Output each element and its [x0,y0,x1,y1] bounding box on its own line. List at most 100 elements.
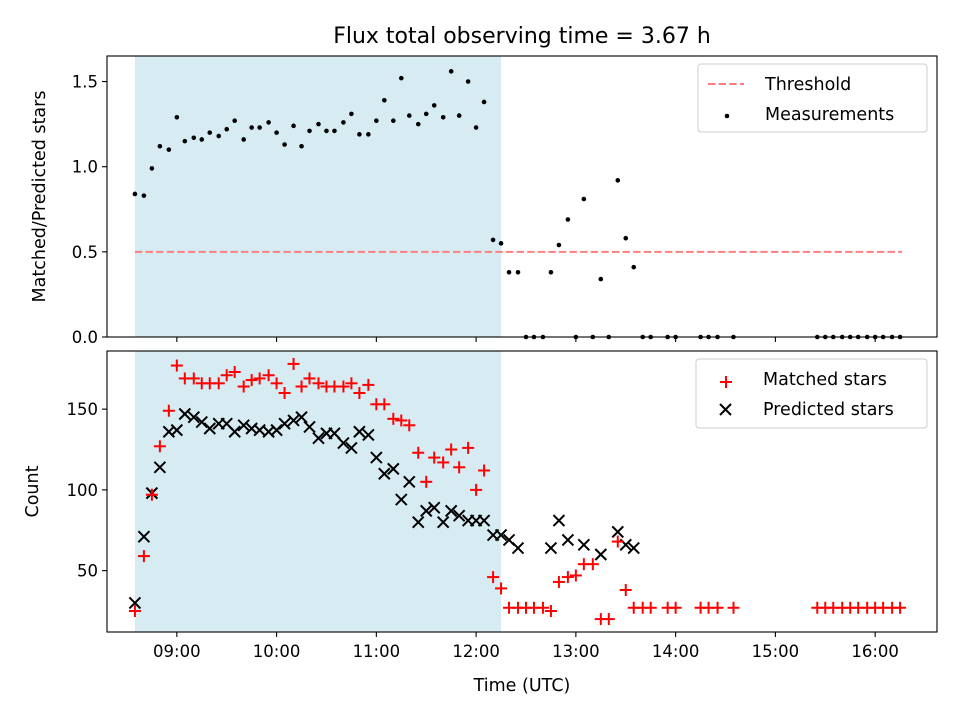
measurement-point [241,137,246,142]
predicted-star-point [287,414,300,427]
matched-star-point [462,441,475,454]
predicted-star-point [137,530,151,543]
measurement-point [141,193,147,198]
matched-star-point [552,575,565,588]
measurement-point [166,147,172,152]
matched-star-point [569,569,582,582]
bottom-y-ticks: 50 100 150 [67,400,107,581]
matched-star-point [544,605,557,618]
x-tick-label: 12:00 [452,642,500,661]
matched-star-point [228,365,241,378]
top-y-ticks: 0.0 0.5 1.0 1.5 [72,73,107,347]
matched-star-point [187,372,200,385]
predicted-star-point [452,509,466,522]
matched-star-point [644,601,657,614]
measurements-points [132,69,903,340]
matched-star-point [345,377,358,390]
x-tick-label: 14:00 [652,642,700,661]
measurement-point [415,121,421,127]
bottom-y-axis-label: Count [23,465,43,517]
measurement-point [216,133,222,139]
predicted-star-point [594,548,608,561]
legend-predicted-label: Predicted stars [763,400,894,420]
predicted-star-point [353,425,366,438]
measurement-point [199,137,205,142]
measurement-point [232,118,237,124]
measurement-point [291,123,296,129]
measurement-point [266,120,271,125]
predicted-star-point [237,419,250,432]
y-tick-label: 100 [67,481,99,500]
measurement-point [506,269,512,275]
measurement-point [406,113,412,118]
matched-stars-points [128,357,907,626]
x-tick-label: 10:00 [253,642,301,661]
predicted-star-point [328,427,341,440]
measurement-point [174,115,180,120]
predicted-star-point [345,441,358,455]
measurement-point [490,237,496,243]
measurement-point [157,143,163,149]
matched-star-point [711,601,724,614]
measurement-point [423,111,429,117]
predicted-star-point [370,451,383,464]
y-tick-label: 1.5 [72,73,98,92]
predicted-star-point [278,417,291,430]
measurement-point [391,118,396,124]
measurement-point [191,135,197,141]
matched-star-point [387,412,400,425]
measurement-point [257,125,262,130]
measurement-point [207,130,213,135]
measurement-point [374,118,379,124]
measurement-point [149,166,155,171]
matched-star-point [619,584,632,597]
measurement-point [341,120,346,125]
matched-star-point [145,488,158,501]
measurement-point [182,138,188,144]
measurement-point [615,178,621,183]
x-tick-label: 16:00 [851,642,899,661]
predicted-star-point [544,541,558,555]
predicted-star-point [420,504,433,518]
matched-star-point [295,380,308,393]
predicted-star-point [552,514,566,527]
matched-star-point [128,605,141,618]
measurement-point [581,196,587,202]
predicted-star-point [270,423,283,437]
predicted-star-point [477,514,491,527]
measurement-point [324,128,329,134]
y-tick-label: 1.0 [72,158,98,177]
measurement-point [132,191,138,197]
predicted-star-point [387,462,400,476]
matched-star-point [586,558,599,571]
x-tick-label: 09:00 [153,642,201,661]
matched-star-point [262,369,275,382]
matched-star-point [602,613,615,626]
measurement-point [316,121,321,127]
measurement-point [440,115,446,120]
legend-matched-label: Matched stars [763,370,887,390]
predicted-star-point [295,411,308,424]
measurement-point [224,126,230,132]
legend-matched-swatch [720,376,732,388]
measurement-point [398,75,404,81]
measurement-point [366,132,371,137]
matched-star-point [561,571,574,584]
x-axis-label: Time (UTC) [473,676,571,696]
matched-star-point [245,374,258,387]
measurement-point [431,103,437,108]
predicted-star-point [395,493,408,506]
predicted-star-point [128,596,142,610]
measurement-point [382,97,387,103]
measurement-point [623,235,629,241]
matched-star-point [303,372,316,385]
y-tick-label: 150 [67,400,99,419]
legend-predicted-swatch [719,403,732,416]
predicted-star-point [561,533,575,547]
measurement-point [465,79,471,84]
top-legend-box [697,63,928,133]
measurement-point [481,99,487,105]
measurement-point [631,264,637,270]
predicted-star-point [444,504,458,518]
predicted-star-point [412,515,425,529]
